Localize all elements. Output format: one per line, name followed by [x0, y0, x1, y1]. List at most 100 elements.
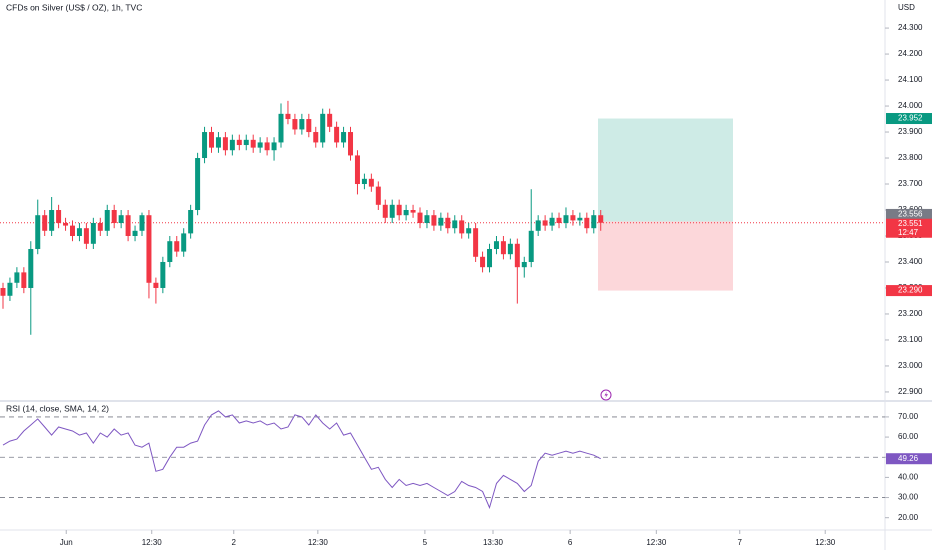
candle-body: [431, 215, 437, 226]
alert-bolt: [604, 391, 608, 399]
candle-body: [139, 215, 145, 231]
y-tick-label: 23.100: [898, 335, 923, 344]
candle-body: [188, 210, 194, 234]
candle-body: [257, 142, 263, 148]
rsi-y-tick-label: 70.00: [898, 412, 919, 421]
y-tick-label: 24.000: [898, 101, 923, 110]
candle-body: [466, 228, 472, 234]
candle-body: [153, 282, 159, 288]
candle-body: [0, 287, 6, 296]
candle-body: [348, 132, 354, 156]
candle-body: [354, 155, 360, 185]
candle-body: [570, 215, 576, 221]
rsi-last-box: [886, 453, 932, 465]
candle-body: [487, 248, 493, 268]
candle-body: [389, 204, 395, 218]
y-tick-label: 23.800: [898, 153, 923, 162]
candle-body: [375, 186, 381, 205]
loss-zone: [598, 221, 733, 291]
candle-body: [320, 113, 326, 143]
last-price-box: [886, 218, 932, 238]
rsi-y-tick-label: 40.00: [898, 472, 919, 481]
candle-body: [445, 217, 451, 229]
candle-body: [313, 132, 319, 143]
stop-label-box: [886, 285, 932, 297]
candle-body: [480, 256, 486, 268]
candle-body: [209, 132, 215, 148]
candle-body: [69, 225, 75, 236]
candle-body: [514, 243, 520, 268]
candle-body: [236, 139, 242, 146]
candle-body: [521, 261, 527, 268]
candle-body: [215, 137, 221, 148]
target-label-box: [886, 113, 932, 125]
last-price-label: 23.551: [898, 219, 923, 228]
candle-body: [500, 241, 506, 255]
candle-body: [403, 210, 409, 216]
candle-body: [306, 119, 312, 133]
candle-body: [507, 243, 513, 255]
candle-body: [118, 215, 124, 224]
candle-body: [264, 142, 270, 151]
rsi-last-label: 49.26: [898, 454, 919, 463]
candle-body: [577, 217, 583, 221]
candle-body: [327, 113, 333, 127]
y-tick-label: 24.200: [898, 49, 923, 58]
x-tick-label: 6: [568, 538, 573, 547]
candle-body: [83, 228, 89, 244]
x-tick-label: 5: [423, 538, 428, 547]
candle-body: [35, 215, 41, 249]
x-tick-label: 7: [738, 538, 743, 547]
countdown-label: 12:47: [898, 228, 919, 237]
candle-body: [49, 210, 55, 231]
candle-body: [76, 228, 82, 236]
currency-label: USD: [898, 3, 915, 12]
y-tick-label: 22.900: [898, 387, 923, 396]
candle-body: [222, 137, 228, 151]
candle-body: [271, 142, 277, 151]
candle-body: [7, 282, 13, 296]
candle-body: [42, 215, 48, 231]
rsi-title: RSI (14, close, SMA, 14, 2): [6, 403, 109, 413]
candle-body: [243, 139, 249, 146]
candle-body: [584, 217, 590, 229]
y-tick-label: 24.300: [898, 23, 923, 32]
candle-body: [278, 113, 284, 143]
candle-body: [125, 215, 131, 236]
candle-body: [549, 217, 555, 226]
profit-zone: [598, 118, 733, 222]
candle-body: [195, 158, 201, 211]
candle-body: [229, 139, 235, 151]
rsi-y-tick-label: 30.00: [898, 493, 919, 502]
candle-body: [181, 233, 187, 252]
candle-body: [598, 215, 604, 223]
candle-body: [473, 228, 479, 257]
x-tick-label: 12:30: [308, 538, 329, 547]
candle-body: [542, 220, 548, 226]
x-tick-label: 12:30: [815, 538, 836, 547]
candle-body: [410, 210, 416, 213]
candle-body: [160, 261, 166, 288]
candle-body: [452, 220, 458, 229]
candle-body: [361, 178, 367, 185]
entry-label: 23.556: [898, 210, 923, 219]
candle-body: [90, 223, 96, 244]
candle-body: [174, 241, 180, 252]
alert-icon[interactable]: [600, 389, 612, 401]
candle-body: [556, 217, 562, 224]
y-tick-label: 23.900: [898, 127, 923, 136]
candle-body: [424, 215, 430, 224]
y-tick-label: 23.400: [898, 257, 923, 266]
entry-label-box: [886, 208, 932, 220]
x-tick-label: Jun: [60, 538, 73, 547]
candle-body: [14, 272, 20, 283]
y-tick-label: 23.000: [898, 361, 923, 370]
candle-body: [563, 215, 569, 224]
candle-body: [299, 119, 305, 130]
candle-body: [285, 113, 291, 120]
candle-body: [292, 119, 298, 130]
candle-body: [396, 204, 402, 216]
candle-body: [111, 210, 117, 224]
